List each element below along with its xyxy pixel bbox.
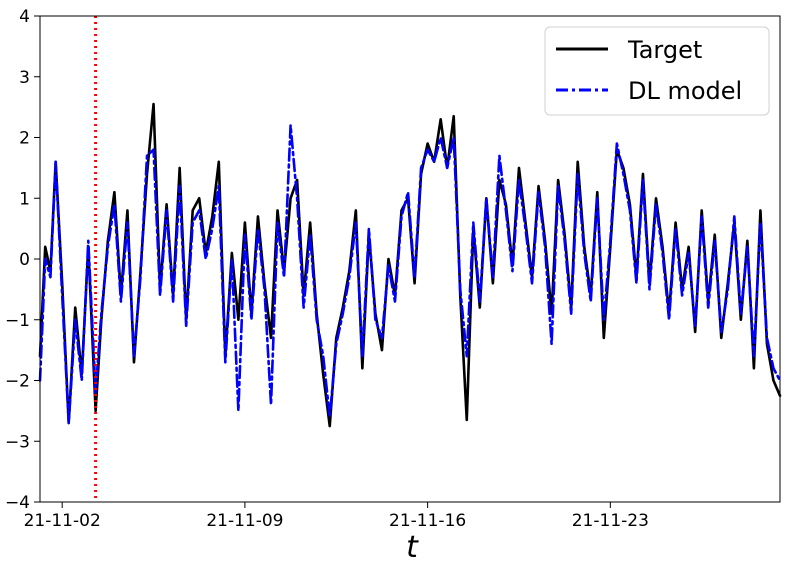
y-tick-label-2: −2 bbox=[5, 372, 30, 392]
y-tick-label-6: 2 bbox=[19, 129, 30, 149]
y-tick-label-4: 0 bbox=[19, 250, 30, 270]
x-tick-label-0: 21-11-02 bbox=[24, 511, 101, 531]
y-tick-label-0: −4 bbox=[5, 493, 30, 513]
x-tick-label-1: 21-11-09 bbox=[206, 511, 283, 531]
legend: Target DL model bbox=[544, 26, 770, 116]
y-tick-label-5: 1 bbox=[19, 189, 30, 209]
x-axis: 21-11-02 21-11-09 21-11-16 21-11-23 bbox=[24, 502, 649, 531]
y-tick-label-7: 3 bbox=[19, 68, 30, 88]
y-tick-label-8: 4 bbox=[19, 7, 30, 27]
x-tick-label-3: 21-11-23 bbox=[572, 511, 649, 531]
series-layer bbox=[38, 102, 782, 428]
series-1-line bbox=[38, 124, 782, 425]
x-tick-label-2: 21-11-16 bbox=[389, 511, 466, 531]
x-axis-label: t bbox=[406, 530, 419, 565]
y-tick-label-1: −3 bbox=[5, 432, 30, 452]
y-axis: −4 −3 −2 −1 0 1 2 3 4 bbox=[5, 7, 40, 513]
legend-target-label: Target bbox=[627, 36, 702, 64]
y-tick-label-3: −1 bbox=[5, 311, 30, 331]
legend-dl-model-label: DL model bbox=[628, 77, 742, 105]
